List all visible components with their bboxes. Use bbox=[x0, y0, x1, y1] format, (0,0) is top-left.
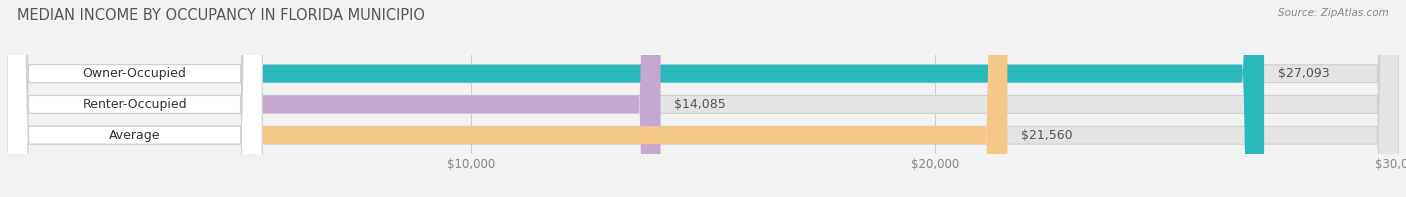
Text: $14,085: $14,085 bbox=[675, 98, 727, 111]
Text: Renter-Occupied: Renter-Occupied bbox=[83, 98, 187, 111]
FancyBboxPatch shape bbox=[7, 0, 1399, 197]
Text: $21,560: $21,560 bbox=[1021, 129, 1073, 142]
Text: Source: ZipAtlas.com: Source: ZipAtlas.com bbox=[1278, 8, 1389, 18]
Text: Average: Average bbox=[108, 129, 160, 142]
FancyBboxPatch shape bbox=[7, 0, 1399, 197]
FancyBboxPatch shape bbox=[7, 0, 1007, 197]
FancyBboxPatch shape bbox=[7, 0, 262, 197]
Text: Owner-Occupied: Owner-Occupied bbox=[83, 67, 187, 80]
FancyBboxPatch shape bbox=[7, 0, 1399, 197]
Text: $27,093: $27,093 bbox=[1278, 67, 1330, 80]
FancyBboxPatch shape bbox=[7, 0, 262, 197]
FancyBboxPatch shape bbox=[7, 0, 262, 197]
FancyBboxPatch shape bbox=[7, 0, 1264, 197]
Text: MEDIAN INCOME BY OCCUPANCY IN FLORIDA MUNICIPIO: MEDIAN INCOME BY OCCUPANCY IN FLORIDA MU… bbox=[17, 8, 425, 23]
FancyBboxPatch shape bbox=[7, 0, 661, 197]
